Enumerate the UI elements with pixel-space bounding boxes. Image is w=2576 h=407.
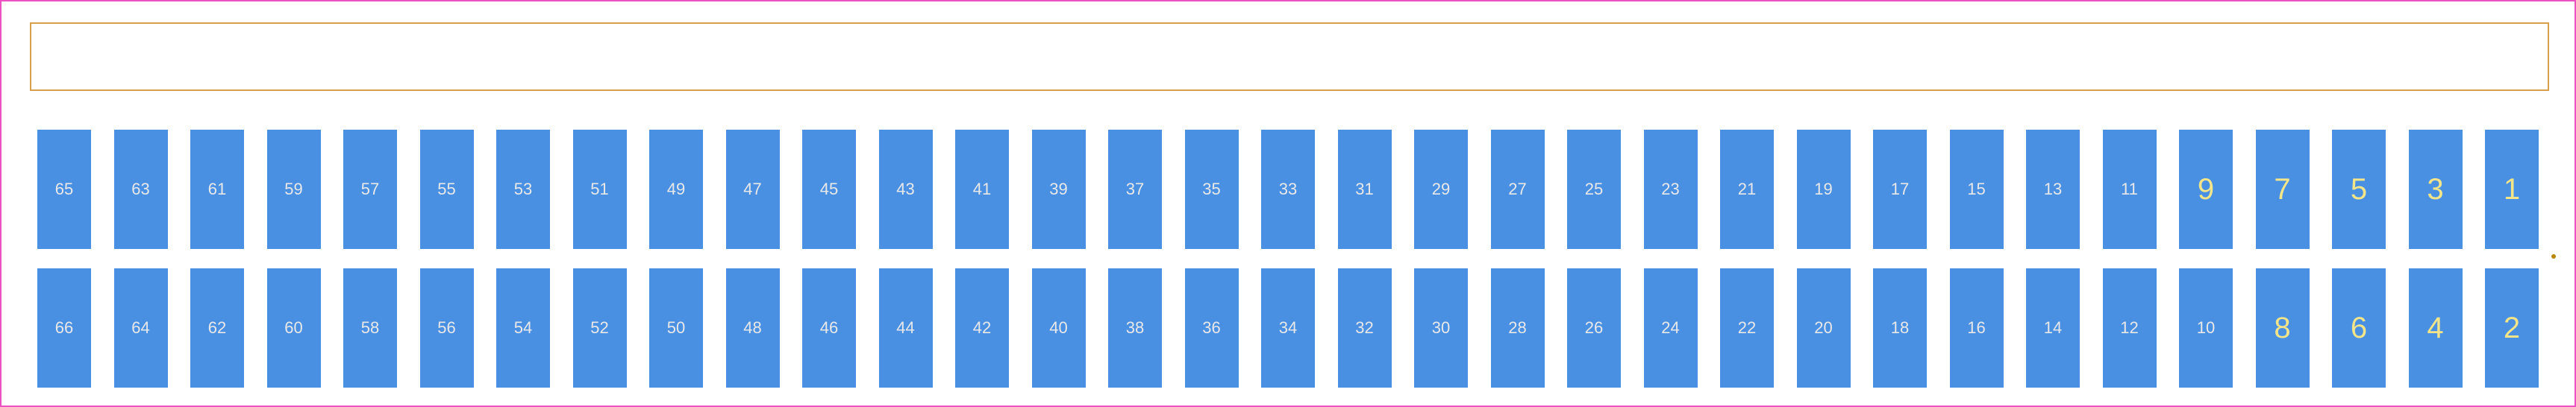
component-outline — [30, 22, 2549, 91]
pad-9: 9 — [2179, 130, 2233, 249]
pad-49: 49 — [649, 130, 703, 249]
pad-62: 62 — [190, 268, 244, 388]
pad-36: 36 — [1185, 268, 1239, 388]
pad-8: 8 — [2256, 268, 2310, 388]
pad-38: 38 — [1108, 268, 1162, 388]
pad-5: 5 — [2332, 130, 2386, 249]
pad-64: 64 — [114, 268, 168, 388]
pad-40: 40 — [1032, 268, 1086, 388]
pad-45: 45 — [802, 130, 856, 249]
pad-54: 54 — [496, 268, 550, 388]
pad-60: 60 — [267, 268, 321, 388]
pad-56: 56 — [420, 268, 474, 388]
pad-21: 21 — [1720, 130, 1774, 249]
pad-12: 12 — [2103, 268, 2157, 388]
pad-13: 13 — [2026, 130, 2080, 249]
pad-65: 65 — [37, 130, 91, 249]
pad-39: 39 — [1032, 130, 1086, 249]
pad-55: 55 — [420, 130, 474, 249]
pad-42: 42 — [955, 268, 1009, 388]
pad-37: 37 — [1108, 130, 1162, 249]
pad-1: 1 — [2485, 130, 2539, 249]
pad-17: 17 — [1873, 130, 1927, 249]
pad-4: 4 — [2409, 268, 2463, 388]
pad-47: 47 — [726, 130, 780, 249]
pad-row-bottom: 6664626058565452504846444240383634323028… — [1, 268, 2575, 388]
pad-35: 35 — [1185, 130, 1239, 249]
pad-58: 58 — [343, 268, 397, 388]
pad-50: 50 — [649, 268, 703, 388]
pad-43: 43 — [879, 130, 933, 249]
pad-18: 18 — [1873, 268, 1927, 388]
pad-25: 25 — [1567, 130, 1621, 249]
pad-51: 51 — [573, 130, 627, 249]
pad-7: 7 — [2256, 130, 2310, 249]
pad-63: 63 — [114, 130, 168, 249]
pad-34: 34 — [1261, 268, 1315, 388]
pad-32: 32 — [1338, 268, 1392, 388]
pad-19: 19 — [1797, 130, 1851, 249]
pad-20: 20 — [1797, 268, 1851, 388]
pad-53: 53 — [496, 130, 550, 249]
pad-15: 15 — [1950, 130, 2004, 249]
pad-44: 44 — [879, 268, 933, 388]
pad-22: 22 — [1720, 268, 1774, 388]
pad-48: 48 — [726, 268, 780, 388]
pad-28: 28 — [1491, 268, 1545, 388]
pad-14: 14 — [2026, 268, 2080, 388]
pad-59: 59 — [267, 130, 321, 249]
pad-6: 6 — [2332, 268, 2386, 388]
pad-46: 46 — [802, 268, 856, 388]
pad-2: 2 — [2485, 268, 2539, 388]
pad-16: 16 — [1950, 268, 2004, 388]
pad-30: 30 — [1414, 268, 1468, 388]
pad-10: 10 — [2179, 268, 2233, 388]
pad-31: 31 — [1338, 130, 1392, 249]
pin1-marker — [2551, 254, 2556, 259]
pad-66: 66 — [37, 268, 91, 388]
pad-row-top: 6563615957555351494745434139373533312927… — [1, 130, 2575, 249]
pad-11: 11 — [2103, 130, 2157, 249]
pad-24: 24 — [1644, 268, 1698, 388]
pad-27: 27 — [1491, 130, 1545, 249]
pad-3: 3 — [2409, 130, 2463, 249]
pad-57: 57 — [343, 130, 397, 249]
pad-29: 29 — [1414, 130, 1468, 249]
footprint-canvas: 6563615957555351494745434139373533312927… — [0, 0, 2576, 407]
pad-26: 26 — [1567, 268, 1621, 388]
pad-41: 41 — [955, 130, 1009, 249]
pad-52: 52 — [573, 268, 627, 388]
pad-23: 23 — [1644, 130, 1698, 249]
pad-61: 61 — [190, 130, 244, 249]
pad-33: 33 — [1261, 130, 1315, 249]
